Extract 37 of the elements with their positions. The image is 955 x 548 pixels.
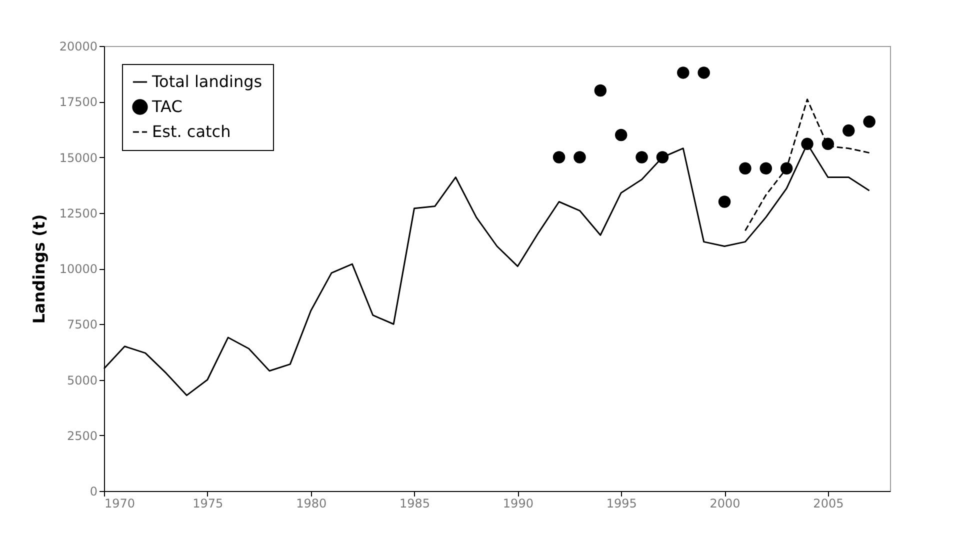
point — [863, 116, 876, 128]
point — [718, 196, 731, 208]
x-tick-label: 1975 — [192, 496, 224, 510]
point — [739, 162, 752, 174]
point — [656, 151, 669, 164]
x-tick-label: 1985 — [399, 496, 430, 510]
x-tick-label: 1980 — [296, 496, 327, 510]
point — [594, 84, 607, 97]
legend-label: Est. catch — [152, 122, 231, 141]
y-tick-label: 0 — [90, 484, 98, 498]
y-tick-label: 12500 — [59, 206, 98, 220]
y-tick-label: 5000 — [66, 373, 98, 388]
point — [677, 66, 690, 79]
legend-label: Total landings — [151, 72, 262, 91]
point — [780, 162, 793, 174]
point — [636, 151, 648, 164]
x-tick-label: 2000 — [710, 496, 740, 510]
y-tick-label: 15000 — [59, 150, 98, 165]
y-tick-label: 17500 — [59, 95, 98, 110]
legend-label: TAC — [151, 97, 182, 116]
point — [698, 66, 710, 79]
point — [801, 138, 814, 150]
point — [552, 151, 566, 164]
x-tick-label: 1990 — [502, 496, 534, 510]
y-tick-label: 7500 — [66, 318, 98, 332]
y-tick-label: 20000 — [59, 40, 98, 54]
point — [574, 151, 586, 164]
y-axis-title: Landings (t) — [29, 214, 48, 324]
x-tick-label: 1970 — [104, 496, 136, 510]
point — [842, 124, 855, 137]
x-tick-label: 1995 — [606, 496, 637, 510]
line-series — [744, 98, 870, 232]
point — [614, 128, 628, 142]
x-tick-label: 2005 — [813, 496, 844, 510]
y-tick-label: 10000 — [59, 262, 98, 276]
y-tick-label: 2500 — [66, 428, 98, 443]
point — [760, 162, 772, 174]
